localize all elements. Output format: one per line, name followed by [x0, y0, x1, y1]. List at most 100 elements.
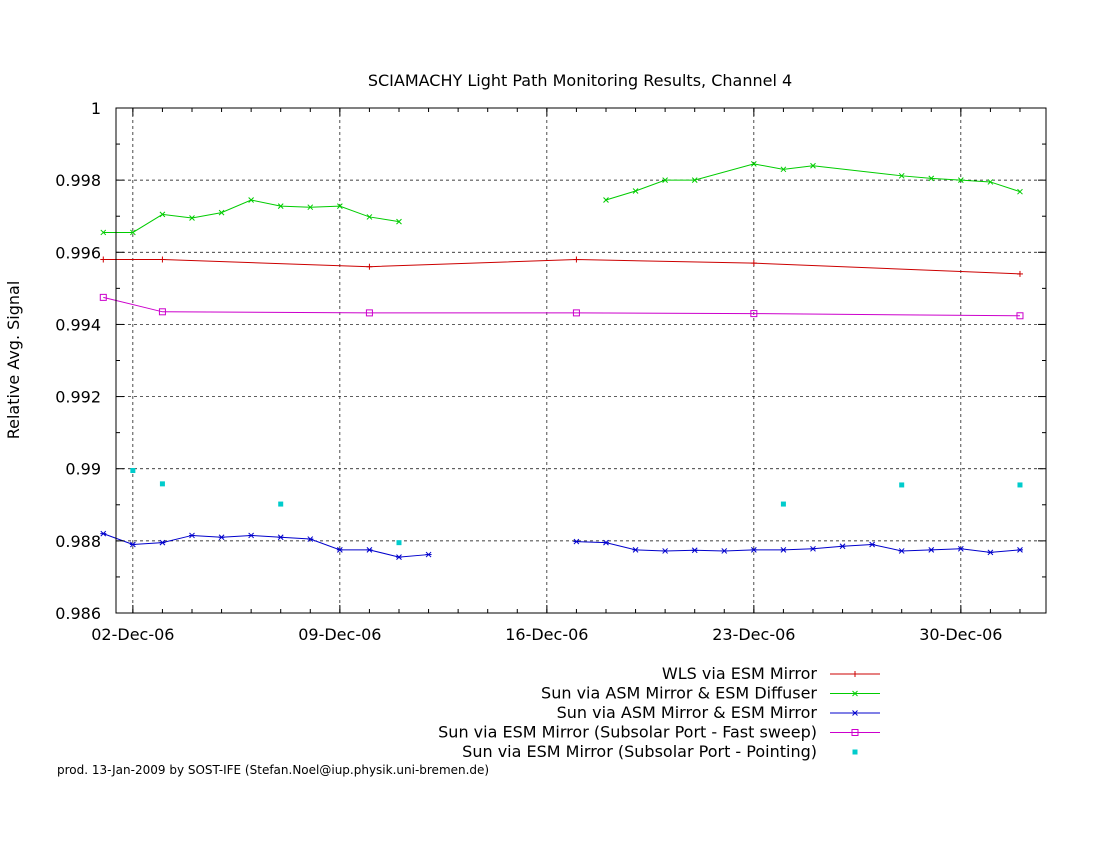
- x-tick-label: 16-Dec-06: [505, 625, 588, 644]
- point-marker: [189, 215, 195, 221]
- point-marker: [852, 671, 858, 677]
- point-marker: [188, 532, 195, 539]
- point-marker: [99, 293, 107, 301]
- point-marker: [750, 310, 758, 318]
- point-marker: [218, 209, 225, 216]
- point-marker: [750, 161, 757, 167]
- point-marker: [1017, 188, 1023, 195]
- point-marker: [277, 534, 284, 541]
- point-marker: [100, 256, 107, 263]
- legend-label: WLS via ESM Mirror: [662, 664, 818, 683]
- plot-border: [115, 107, 1047, 614]
- point-marker: [1017, 482, 1023, 488]
- point-marker: [573, 538, 580, 545]
- legend-label: Sun via ESM Mirror (Subsolar Port - Poin…: [462, 742, 817, 761]
- point-marker: [248, 197, 254, 203]
- series-2: [100, 161, 1023, 236]
- point-marker: [780, 166, 787, 173]
- point-marker: [366, 263, 373, 270]
- point-marker: [852, 710, 858, 716]
- point-marker: [307, 204, 314, 211]
- point-marker: [218, 534, 225, 541]
- y-tick-label: 0.992: [55, 388, 101, 407]
- series-layer: [99, 161, 1024, 560]
- point-marker: [750, 260, 757, 267]
- footer-credit: prod. 13-Jan-2009 by SOST-IFE (Stefan.No…: [57, 763, 490, 777]
- x-tick-label: 02-Dec-06: [91, 625, 174, 644]
- series-line: [605, 163, 1021, 201]
- point-marker: [396, 540, 402, 546]
- y-tick-label: 0.998: [55, 171, 101, 190]
- series-5: [130, 468, 1023, 546]
- point-marker: [336, 203, 343, 209]
- point-marker: [158, 308, 166, 316]
- point-marker: [1016, 547, 1023, 553]
- point-marker: [780, 547, 787, 553]
- point-marker: [839, 543, 846, 550]
- point-marker: [957, 545, 964, 552]
- series-4: [99, 293, 1024, 320]
- point-marker: [721, 548, 728, 554]
- point-marker: [928, 547, 935, 553]
- y-tick-label: 0.996: [55, 243, 101, 262]
- point-marker: [780, 501, 786, 507]
- point-marker: [809, 545, 816, 552]
- series-line: [103, 258, 1020, 275]
- point-marker: [602, 539, 609, 546]
- point-marker: [928, 175, 935, 182]
- point-marker: [1016, 270, 1023, 277]
- point-marker: [159, 211, 166, 218]
- y-tick-label: 0.986: [55, 604, 101, 623]
- x-tick-label: 09-Dec-06: [298, 625, 381, 644]
- point-marker: [572, 309, 580, 317]
- point-marker: [1016, 312, 1024, 320]
- y-tick-label: 0.988: [55, 532, 101, 551]
- point-marker: [366, 547, 373, 553]
- point-marker: [159, 539, 166, 546]
- series-line: [103, 533, 429, 558]
- point-marker: [898, 548, 905, 554]
- point-marker: [100, 530, 107, 537]
- point-marker: [277, 203, 284, 209]
- point-marker: [987, 179, 994, 185]
- point-marker: [307, 536, 314, 542]
- series-3: [100, 530, 1023, 560]
- series-1: [100, 256, 1023, 277]
- point-marker: [129, 541, 136, 548]
- point-marker: [750, 547, 757, 553]
- point-marker: [100, 229, 107, 236]
- point-marker: [662, 177, 668, 183]
- point-marker: [366, 214, 373, 220]
- series-line: [576, 541, 1021, 553]
- point-marker: [632, 547, 639, 553]
- legend-label: Sun via ASM Mirror & ESM Mirror: [557, 703, 818, 722]
- axis-ticks: 0.986 0.988 0.99 0.992 0.994 0.996 0.998 1 02-De…: [55, 99, 1046, 644]
- point-marker: [159, 256, 166, 263]
- point-marker: [130, 229, 136, 236]
- point-marker: [899, 482, 905, 488]
- legend-label: Sun via ESM Mirror (Subsolar Port - Fast…: [438, 723, 817, 742]
- y-axis-label: Relative Avg. Signal: [4, 281, 23, 440]
- x-tick-label: 30-Dec-06: [919, 625, 1002, 644]
- point-marker: [898, 172, 905, 179]
- point-marker: [810, 162, 816, 169]
- point-marker: [603, 197, 609, 203]
- y-tick-label: 0.994: [55, 315, 101, 334]
- series-line: [103, 296, 1020, 317]
- grid: [116, 108, 1046, 613]
- legend-label: Sun via ASM Mirror & ESM Diffuser: [541, 684, 817, 703]
- point-marker: [852, 749, 858, 755]
- point-marker: [248, 532, 255, 539]
- point-marker: [662, 548, 669, 554]
- chart-title: SCIAMACHY Light Path Monitoring Results,…: [368, 71, 792, 90]
- point-marker: [632, 188, 639, 194]
- point-marker: [425, 551, 432, 558]
- point-marker: [987, 549, 994, 556]
- point-marker: [957, 177, 964, 183]
- point-marker: [869, 541, 876, 548]
- point-marker: [395, 554, 402, 560]
- point-marker: [573, 256, 580, 263]
- point-marker: [396, 218, 402, 225]
